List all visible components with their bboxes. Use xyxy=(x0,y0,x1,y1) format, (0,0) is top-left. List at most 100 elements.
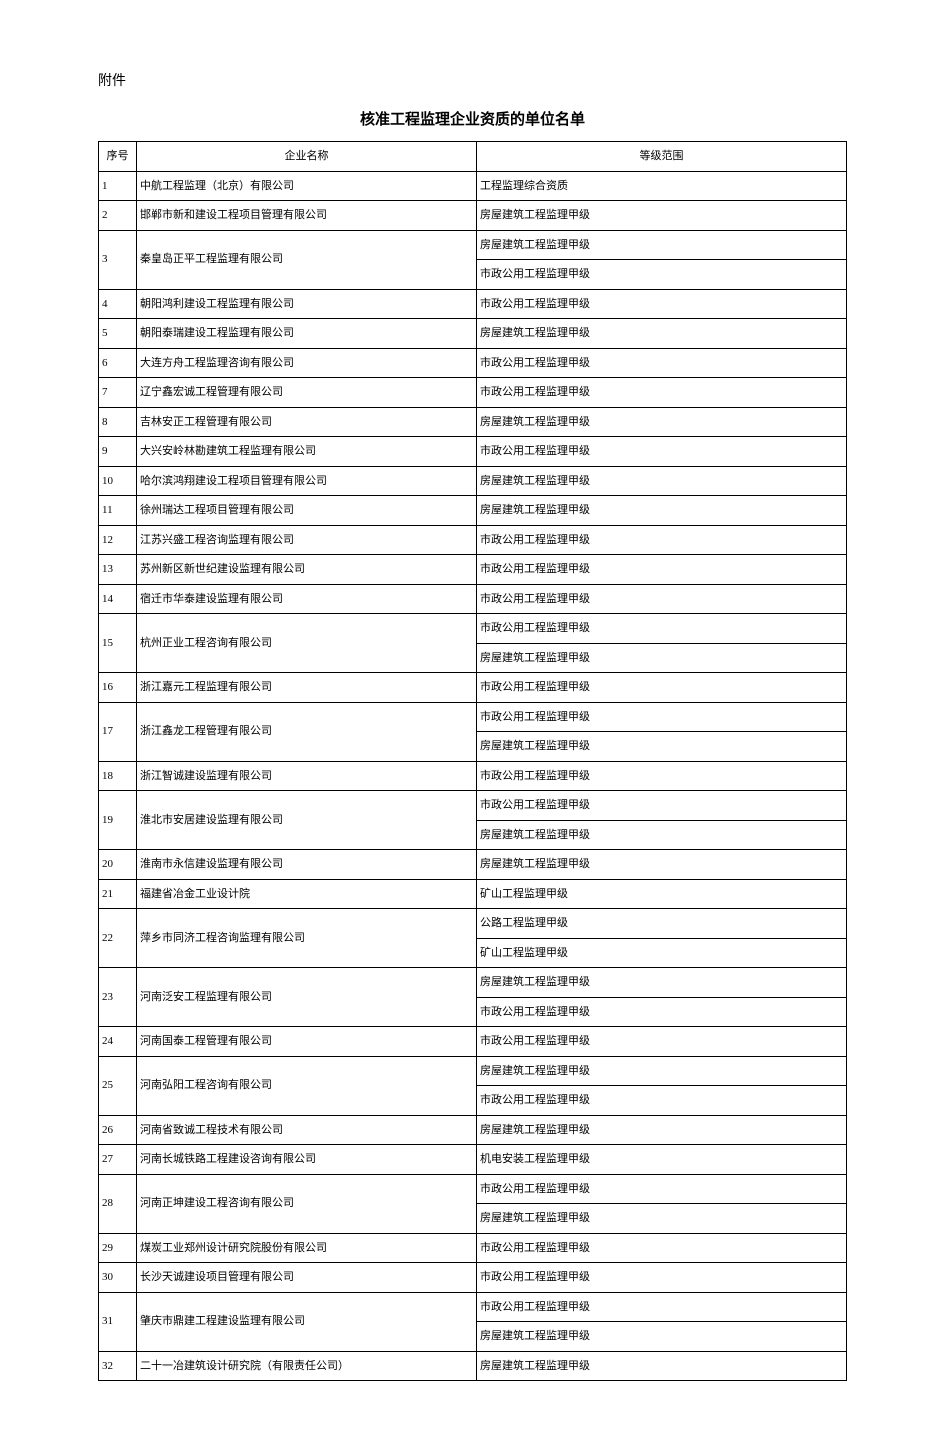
scope-cell: 房屋建筑工程监理甲级 xyxy=(477,732,847,762)
table-row: 4朝阳鸿利建设工程监理有限公司市政公用工程监理甲级 xyxy=(99,289,847,319)
company-cell: 吉林安正工程管理有限公司 xyxy=(137,407,477,437)
seq-cell: 14 xyxy=(99,584,137,614)
scope-cell: 房屋建筑工程监理甲级 xyxy=(477,1204,847,1234)
scope-cell: 房屋建筑工程监理甲级 xyxy=(477,968,847,998)
seq-cell: 4 xyxy=(99,289,137,319)
seq-cell: 3 xyxy=(99,230,137,289)
company-cell: 宿迁市华泰建设监理有限公司 xyxy=(137,584,477,614)
scope-cell: 市政公用工程监理甲级 xyxy=(477,1027,847,1057)
seq-cell: 11 xyxy=(99,496,137,526)
scope-cell: 市政公用工程监理甲级 xyxy=(477,1174,847,1204)
scope-cell: 市政公用工程监理甲级 xyxy=(477,1263,847,1293)
scope-cell: 机电安装工程监理甲级 xyxy=(477,1145,847,1175)
scope-cell: 市政公用工程监理甲级 xyxy=(477,378,847,408)
table-row: 24河南国泰工程管理有限公司市政公用工程监理甲级 xyxy=(99,1027,847,1057)
table-row: 11徐州瑞达工程项目管理有限公司房屋建筑工程监理甲级 xyxy=(99,496,847,526)
scope-cell: 房屋建筑工程监理甲级 xyxy=(477,820,847,850)
seq-cell: 21 xyxy=(99,879,137,909)
company-cell: 秦皇岛正平工程监理有限公司 xyxy=(137,230,477,289)
scope-cell: 市政公用工程监理甲级 xyxy=(477,1086,847,1116)
company-cell: 浙江智诚建设监理有限公司 xyxy=(137,761,477,791)
company-cell: 大兴安岭林勘建筑工程监理有限公司 xyxy=(137,437,477,467)
scope-cell: 房屋建筑工程监理甲级 xyxy=(477,201,847,231)
header-company: 企业名称 xyxy=(137,142,477,172)
seq-cell: 5 xyxy=(99,319,137,349)
scope-cell: 市政公用工程监理甲级 xyxy=(477,555,847,585)
company-cell: 邯郸市新和建设工程项目管理有限公司 xyxy=(137,201,477,231)
company-cell: 福建省冶金工业设计院 xyxy=(137,879,477,909)
scope-cell: 市政公用工程监理甲级 xyxy=(477,1292,847,1322)
company-cell: 萍乡市同济工程咨询监理有限公司 xyxy=(137,909,477,968)
company-cell: 杭州正业工程咨询有限公司 xyxy=(137,614,477,673)
seq-cell: 29 xyxy=(99,1233,137,1263)
seq-cell: 32 xyxy=(99,1351,137,1381)
table-row: 5朝阳泰瑞建设工程监理有限公司房屋建筑工程监理甲级 xyxy=(99,319,847,349)
scope-cell: 房屋建筑工程监理甲级 xyxy=(477,850,847,880)
scope-cell: 市政公用工程监理甲级 xyxy=(477,673,847,703)
seq-cell: 24 xyxy=(99,1027,137,1057)
scope-cell: 房屋建筑工程监理甲级 xyxy=(477,466,847,496)
scope-cell: 市政公用工程监理甲级 xyxy=(477,584,847,614)
scope-cell: 房屋建筑工程监理甲级 xyxy=(477,407,847,437)
table-row: 12江苏兴盛工程咨询监理有限公司市政公用工程监理甲级 xyxy=(99,525,847,555)
scope-cell: 矿山工程监理甲级 xyxy=(477,938,847,968)
table-row: 13苏州新区新世纪建设监理有限公司市政公用工程监理甲级 xyxy=(99,555,847,585)
seq-cell: 18 xyxy=(99,761,137,791)
seq-cell: 16 xyxy=(99,673,137,703)
seq-cell: 19 xyxy=(99,791,137,850)
company-cell: 江苏兴盛工程咨询监理有限公司 xyxy=(137,525,477,555)
table-row: 23河南泛安工程监理有限公司房屋建筑工程监理甲级 xyxy=(99,968,847,998)
scope-cell: 市政公用工程监理甲级 xyxy=(477,997,847,1027)
scope-cell: 房屋建筑工程监理甲级 xyxy=(477,1115,847,1145)
company-cell: 苏州新区新世纪建设监理有限公司 xyxy=(137,555,477,585)
scope-cell: 市政公用工程监理甲级 xyxy=(477,437,847,467)
seq-cell: 13 xyxy=(99,555,137,585)
scope-cell: 矿山工程监理甲级 xyxy=(477,879,847,909)
table-row: 8吉林安正工程管理有限公司房屋建筑工程监理甲级 xyxy=(99,407,847,437)
scope-cell: 市政公用工程监理甲级 xyxy=(477,289,847,319)
seq-cell: 8 xyxy=(99,407,137,437)
seq-cell: 10 xyxy=(99,466,137,496)
scope-cell: 工程监理综合资质 xyxy=(477,171,847,201)
table-row: 28河南正坤建设工程咨询有限公司市政公用工程监理甲级 xyxy=(99,1174,847,1204)
table-row: 7辽宁鑫宏诚工程管理有限公司市政公用工程监理甲级 xyxy=(99,378,847,408)
company-cell: 长沙天诚建设项目管理有限公司 xyxy=(137,1263,477,1293)
company-cell: 中航工程监理（北京）有限公司 xyxy=(137,171,477,201)
company-cell: 浙江嘉元工程监理有限公司 xyxy=(137,673,477,703)
seq-cell: 12 xyxy=(99,525,137,555)
seq-cell: 27 xyxy=(99,1145,137,1175)
scope-cell: 市政公用工程监理甲级 xyxy=(477,761,847,791)
table-row: 26河南省致诚工程技术有限公司房屋建筑工程监理甲级 xyxy=(99,1115,847,1145)
table-row: 1中航工程监理（北京）有限公司工程监理综合资质 xyxy=(99,171,847,201)
scope-cell: 市政公用工程监理甲级 xyxy=(477,614,847,644)
table-row: 18浙江智诚建设监理有限公司市政公用工程监理甲级 xyxy=(99,761,847,791)
seq-cell: 9 xyxy=(99,437,137,467)
company-cell: 煤炭工业郑州设计研究院股份有限公司 xyxy=(137,1233,477,1263)
seq-cell: 28 xyxy=(99,1174,137,1233)
seq-cell: 7 xyxy=(99,378,137,408)
scope-cell: 市政公用工程监理甲级 xyxy=(477,260,847,290)
table-row: 29煤炭工业郑州设计研究院股份有限公司市政公用工程监理甲级 xyxy=(99,1233,847,1263)
scope-cell: 市政公用工程监理甲级 xyxy=(477,1233,847,1263)
scope-cell: 市政公用工程监理甲级 xyxy=(477,348,847,378)
table-row: 15杭州正业工程咨询有限公司市政公用工程监理甲级 xyxy=(99,614,847,644)
scope-cell: 房屋建筑工程监理甲级 xyxy=(477,230,847,260)
seq-cell: 26 xyxy=(99,1115,137,1145)
company-cell: 河南弘阳工程咨询有限公司 xyxy=(137,1056,477,1115)
table-row: 21福建省冶金工业设计院矿山工程监理甲级 xyxy=(99,879,847,909)
table-row: 2邯郸市新和建设工程项目管理有限公司房屋建筑工程监理甲级 xyxy=(99,201,847,231)
seq-cell: 25 xyxy=(99,1056,137,1115)
scope-cell: 市政公用工程监理甲级 xyxy=(477,702,847,732)
header-scope: 等级范围 xyxy=(477,142,847,172)
table-row: 19淮北市安居建设监理有限公司市政公用工程监理甲级 xyxy=(99,791,847,821)
table-row: 32二十一冶建筑设计研究院（有限责任公司）房屋建筑工程监理甲级 xyxy=(99,1351,847,1381)
seq-cell: 31 xyxy=(99,1292,137,1351)
table-row: 31肇庆市鼎建工程建设监理有限公司市政公用工程监理甲级 xyxy=(99,1292,847,1322)
table-row: 6大连方舟工程监理咨询有限公司市政公用工程监理甲级 xyxy=(99,348,847,378)
table-row: 20淮南市永信建设监理有限公司房屋建筑工程监理甲级 xyxy=(99,850,847,880)
scope-cell: 房屋建筑工程监理甲级 xyxy=(477,496,847,526)
table-row: 22萍乡市同济工程咨询监理有限公司公路工程监理甲级 xyxy=(99,909,847,939)
table-row: 16浙江嘉元工程监理有限公司市政公用工程监理甲级 xyxy=(99,673,847,703)
company-cell: 朝阳鸿利建设工程监理有限公司 xyxy=(137,289,477,319)
company-cell: 徐州瑞达工程项目管理有限公司 xyxy=(137,496,477,526)
